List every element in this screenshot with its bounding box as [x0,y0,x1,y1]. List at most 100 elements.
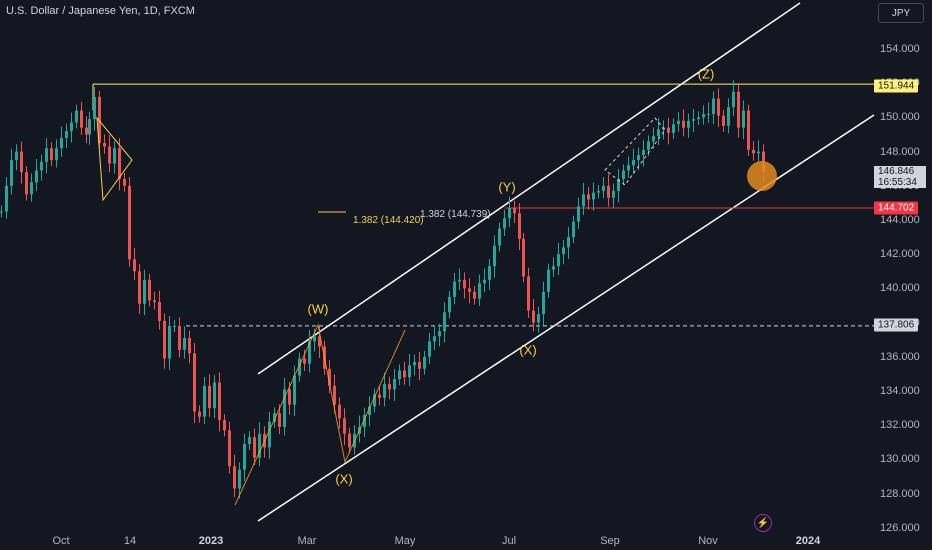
candle [617,178,620,191]
wave-label-x1: (X) [335,471,353,487]
candle [468,288,471,292]
candle [163,320,166,359]
candle [40,161,43,171]
x-axis-tick: 2024 [795,535,821,547]
candle [527,276,530,311]
candle [737,91,740,128]
candle [567,237,570,248]
candle [128,185,131,260]
candle [30,182,33,195]
candle [488,266,491,280]
candle [138,271,141,304]
candle [203,385,206,417]
candle [602,185,605,191]
current-price-box: 146.846 16:55:34 [874,166,926,188]
candle [283,389,286,427]
candle [313,336,316,342]
candle [727,107,730,126]
candle [103,143,106,147]
candle [198,411,201,417]
candle [493,245,496,267]
wave-label-w: (W) [307,301,329,317]
candle [168,326,171,359]
candle [672,124,675,133]
candle [108,146,111,164]
candle [35,170,38,183]
candle [273,413,276,422]
candle [443,312,446,332]
candle [153,300,156,303]
candle [712,98,715,114]
lightning-icon[interactable]: ⚡ [754,514,772,532]
candle [732,91,735,108]
candle [503,218,506,229]
candle [657,129,660,137]
candle [218,382,221,421]
candle [597,190,600,193]
candle [677,120,680,125]
candle [433,336,436,342]
candle [253,437,256,458]
x-axis-tick: Nov [698,535,718,547]
candle [408,365,411,378]
wave-path [234,323,406,506]
candle [423,356,426,369]
candle [398,370,401,380]
candle [188,337,191,354]
candle [123,178,126,186]
x-axis-tick: Jul [501,535,517,547]
x-axis-tick: Oct [52,535,70,547]
y-axis-tick: 148.000 [880,145,920,158]
candle [722,115,725,126]
wave-label-z: (Z) [697,66,715,82]
candle [158,302,161,321]
channel-upper-line [257,2,801,375]
x-axis-tick: 2023 [198,535,224,547]
candle [702,113,705,118]
candle [238,469,241,489]
candle [208,385,211,409]
candle [133,259,136,272]
candle [448,296,451,313]
candle [508,208,511,219]
candle [288,389,291,405]
candle [652,136,655,142]
candle [5,185,8,212]
candle [118,148,121,179]
candle [667,127,670,133]
candle [547,269,550,292]
candle [388,384,391,390]
candle [143,279,146,304]
candle [428,341,431,357]
candle [373,394,376,407]
resistance-price-badge: 151.944 [874,79,919,93]
currency-button[interactable]: JPY [878,3,924,23]
candle [25,172,28,195]
candle [627,165,630,171]
candle [458,279,461,282]
candle [747,110,750,150]
candle [60,137,63,149]
candle [0,211,3,213]
support-price-badge: 137.806 [874,318,919,332]
y-axis-tick: 126.000 [880,521,920,534]
candle [88,119,91,135]
candle [607,185,610,198]
candle [612,190,615,198]
candle [65,131,68,138]
candle [647,141,650,150]
candle [707,113,710,115]
candle [518,213,521,239]
candle [577,206,580,222]
x-axis-tick: Mar [297,535,317,547]
candle [20,151,23,173]
candle [752,149,755,154]
y-axis-tick: 128.000 [880,487,920,500]
candle [268,421,271,448]
candle [682,120,685,128]
x-axis-tick: May [394,535,416,547]
y-axis-tick: 142.000 [880,248,920,261]
candle [383,384,386,398]
candle [243,444,246,470]
